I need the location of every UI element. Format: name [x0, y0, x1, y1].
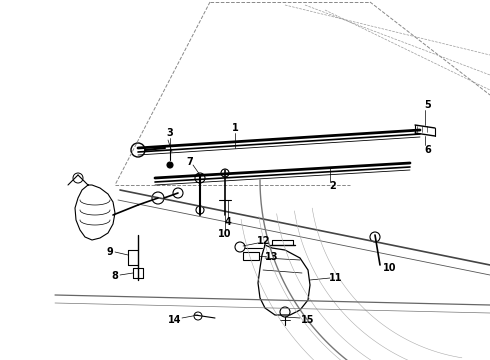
Text: 15: 15 — [301, 315, 315, 325]
Text: 8: 8 — [112, 271, 119, 281]
Text: 1: 1 — [232, 123, 238, 133]
Text: 13: 13 — [265, 252, 279, 262]
Text: 6: 6 — [425, 145, 431, 155]
Text: 10: 10 — [383, 263, 397, 273]
Text: 5: 5 — [425, 100, 431, 110]
Text: 12: 12 — [257, 236, 271, 246]
Text: 11: 11 — [329, 273, 343, 283]
Text: 14: 14 — [168, 315, 182, 325]
Text: 3: 3 — [167, 128, 173, 138]
Text: 4: 4 — [224, 217, 231, 227]
Text: 10: 10 — [218, 229, 232, 239]
Circle shape — [167, 162, 173, 168]
Text: 2: 2 — [330, 181, 336, 191]
Text: 7: 7 — [187, 157, 194, 167]
Text: 9: 9 — [107, 247, 113, 257]
